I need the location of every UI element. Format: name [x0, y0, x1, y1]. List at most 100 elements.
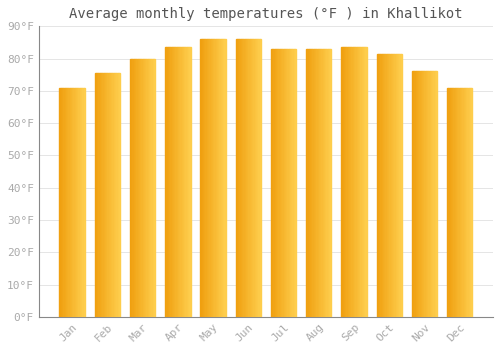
Bar — [342, 47, 344, 317]
Bar — [384, 54, 386, 317]
Bar — [257, 39, 258, 317]
Bar — [139, 58, 140, 317]
Bar — [110, 73, 111, 317]
Bar — [386, 54, 388, 317]
Bar — [142, 58, 144, 317]
Bar — [250, 39, 251, 317]
Bar — [318, 49, 319, 317]
Bar — [271, 49, 272, 317]
Bar — [244, 39, 246, 317]
Bar — [96, 73, 97, 317]
Bar — [306, 49, 332, 317]
Bar — [308, 49, 310, 317]
Bar — [364, 47, 366, 317]
Bar — [310, 49, 311, 317]
Bar — [342, 47, 366, 317]
Bar — [182, 47, 183, 317]
Bar — [282, 49, 284, 317]
Bar — [166, 47, 168, 317]
Bar — [471, 88, 472, 317]
Bar — [359, 47, 360, 317]
Bar — [64, 88, 66, 317]
Bar — [423, 71, 424, 317]
Bar — [390, 54, 392, 317]
Bar — [134, 58, 135, 317]
Bar — [176, 47, 178, 317]
Bar — [286, 49, 288, 317]
Bar — [172, 47, 173, 317]
Bar — [243, 39, 244, 317]
Bar — [320, 49, 322, 317]
Bar — [132, 58, 134, 317]
Bar — [82, 88, 84, 317]
Bar — [312, 49, 314, 317]
Bar — [212, 39, 213, 317]
Bar — [203, 39, 204, 317]
Bar — [380, 54, 382, 317]
Bar — [77, 88, 78, 317]
Bar — [188, 47, 190, 317]
Bar — [398, 54, 400, 317]
Bar — [362, 47, 363, 317]
Bar — [458, 88, 460, 317]
Bar — [278, 49, 280, 317]
Bar — [462, 88, 464, 317]
Bar — [97, 73, 98, 317]
Bar — [165, 47, 166, 317]
Bar — [247, 39, 248, 317]
Bar — [394, 54, 396, 317]
Bar — [98, 73, 100, 317]
Bar — [396, 54, 397, 317]
Bar — [102, 73, 104, 317]
Bar — [174, 47, 176, 317]
Bar — [78, 88, 80, 317]
Bar — [354, 47, 356, 317]
Bar — [330, 49, 332, 317]
Bar — [295, 49, 296, 317]
Bar — [115, 73, 116, 317]
Bar — [251, 39, 252, 317]
Bar — [427, 71, 428, 317]
Bar — [260, 39, 261, 317]
Bar — [393, 54, 394, 317]
Bar — [173, 47, 174, 317]
Bar — [119, 73, 120, 317]
Bar — [101, 73, 102, 317]
Bar — [448, 88, 450, 317]
Bar — [315, 49, 316, 317]
Bar — [136, 58, 138, 317]
Bar — [236, 39, 237, 317]
Bar — [470, 88, 471, 317]
Bar — [67, 88, 68, 317]
Bar — [382, 54, 383, 317]
Bar — [432, 71, 434, 317]
Bar — [70, 88, 71, 317]
Bar — [74, 88, 76, 317]
Bar — [238, 39, 240, 317]
Bar — [60, 88, 85, 317]
Bar — [412, 71, 413, 317]
Bar — [118, 73, 119, 317]
Bar — [145, 58, 146, 317]
Bar — [71, 88, 72, 317]
Bar — [224, 39, 226, 317]
Bar — [168, 47, 169, 317]
Bar — [214, 39, 216, 317]
Bar — [424, 71, 426, 317]
Bar — [246, 39, 247, 317]
Bar — [325, 49, 326, 317]
Bar — [116, 73, 117, 317]
Bar — [208, 39, 210, 317]
Bar — [414, 71, 416, 317]
Bar — [416, 71, 417, 317]
Bar — [237, 39, 238, 317]
Bar — [216, 39, 217, 317]
Title: Average monthly temperatures (°F ) in Khallikot: Average monthly temperatures (°F ) in Kh… — [69, 7, 462, 21]
Bar — [288, 49, 290, 317]
Bar — [81, 88, 82, 317]
Bar — [280, 49, 281, 317]
Bar — [454, 88, 456, 317]
Bar — [184, 47, 186, 317]
Bar — [153, 58, 154, 317]
Bar — [400, 54, 402, 317]
